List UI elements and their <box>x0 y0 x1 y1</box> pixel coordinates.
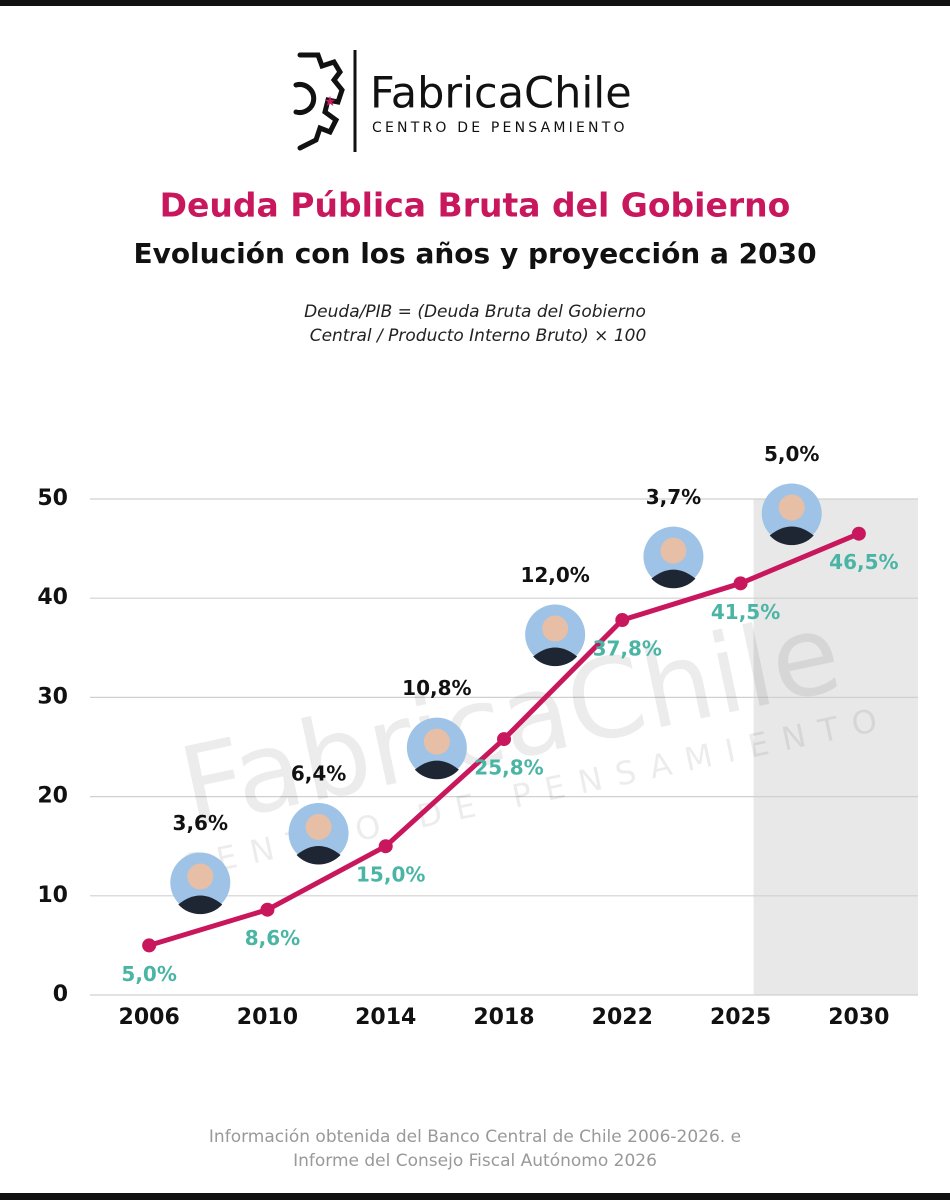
portrait-body <box>296 845 341 865</box>
chart-subtitle: Evolución con los años y proyección a 20… <box>133 237 816 270</box>
x-tick-label: 2022 <box>592 1005 653 1030</box>
portrait-head <box>660 537 687 564</box>
y-tick-label: 0 <box>53 982 68 1007</box>
portrait-body <box>414 760 459 780</box>
increment-label: 3,6% <box>173 811 228 835</box>
increment-label: 5,0% <box>764 442 819 466</box>
increment-label: 12,0% <box>520 563 589 587</box>
y-tick-label: 50 <box>37 486 68 511</box>
portrait <box>525 604 586 667</box>
portrait-head <box>305 813 332 840</box>
portrait-body <box>769 526 814 546</box>
portrait <box>761 483 822 546</box>
data-point <box>142 938 157 953</box>
increment-label: 10,8% <box>402 676 471 700</box>
increment-label: 3,7% <box>646 485 701 509</box>
x-tick-label: 2006 <box>119 1005 180 1030</box>
portrait <box>288 802 349 865</box>
logo-star: ★ <box>324 94 337 110</box>
portrait-body <box>533 647 578 667</box>
value-label: 37,8% <box>593 637 662 661</box>
portrait-head <box>423 728 450 755</box>
y-tick-label: 20 <box>37 784 68 809</box>
x-tick-label: 2030 <box>828 1005 889 1030</box>
portrait-body <box>178 895 223 915</box>
data-point <box>851 526 866 541</box>
bottom-bar <box>0 1193 950 1200</box>
x-tick-label: 2025 <box>710 1005 771 1030</box>
portrait-head <box>778 494 805 521</box>
value-label: 46,5% <box>829 550 898 574</box>
source: Informe del Consejo Fiscal Autónomo 2026 <box>293 1151 657 1171</box>
logo-icon <box>293 52 345 151</box>
x-tick-label: 2014 <box>355 1005 416 1030</box>
value-label: 41,5% <box>711 600 780 624</box>
data-point <box>378 839 393 854</box>
source: Información obtenida del Banco Central d… <box>209 1127 741 1147</box>
projection-layer <box>753 499 918 995</box>
x-tick-label: 2010 <box>237 1005 298 1030</box>
x-tick-label: 2018 <box>473 1005 534 1030</box>
portrait <box>406 717 467 780</box>
data-point <box>497 732 511 747</box>
value-label: 8,6% <box>245 926 300 950</box>
increment-label: 6,4% <box>291 761 346 785</box>
value-label: 25,8% <box>474 756 543 780</box>
data-point <box>260 902 275 917</box>
portrait-head <box>542 615 569 642</box>
brand-tagline: CENTRO DE PENSAMIENTO <box>372 120 628 136</box>
portrait <box>170 852 231 915</box>
portrait-body <box>651 569 696 589</box>
data-point <box>615 613 630 628</box>
data-point <box>733 576 748 591</box>
formula: Deuda/PIB = (Deuda Bruta del Gobierno <box>304 302 646 322</box>
value-label: 5,0% <box>121 962 176 986</box>
chart-title: Deuda Pública Bruta del Gobierno <box>160 186 791 225</box>
y-tick-label: 30 <box>37 684 68 709</box>
portrait-head <box>187 863 214 890</box>
portrait <box>643 526 704 589</box>
value-label: 15,0% <box>356 863 425 887</box>
y-tick-label: 40 <box>37 585 68 610</box>
y-tick-label: 10 <box>37 883 68 908</box>
top-bar <box>0 0 950 6</box>
brand-name: FabricaChile <box>370 69 632 119</box>
projection-area <box>753 499 918 995</box>
formula: Central / Producto Interno Bruto) × 100 <box>310 326 647 346</box>
